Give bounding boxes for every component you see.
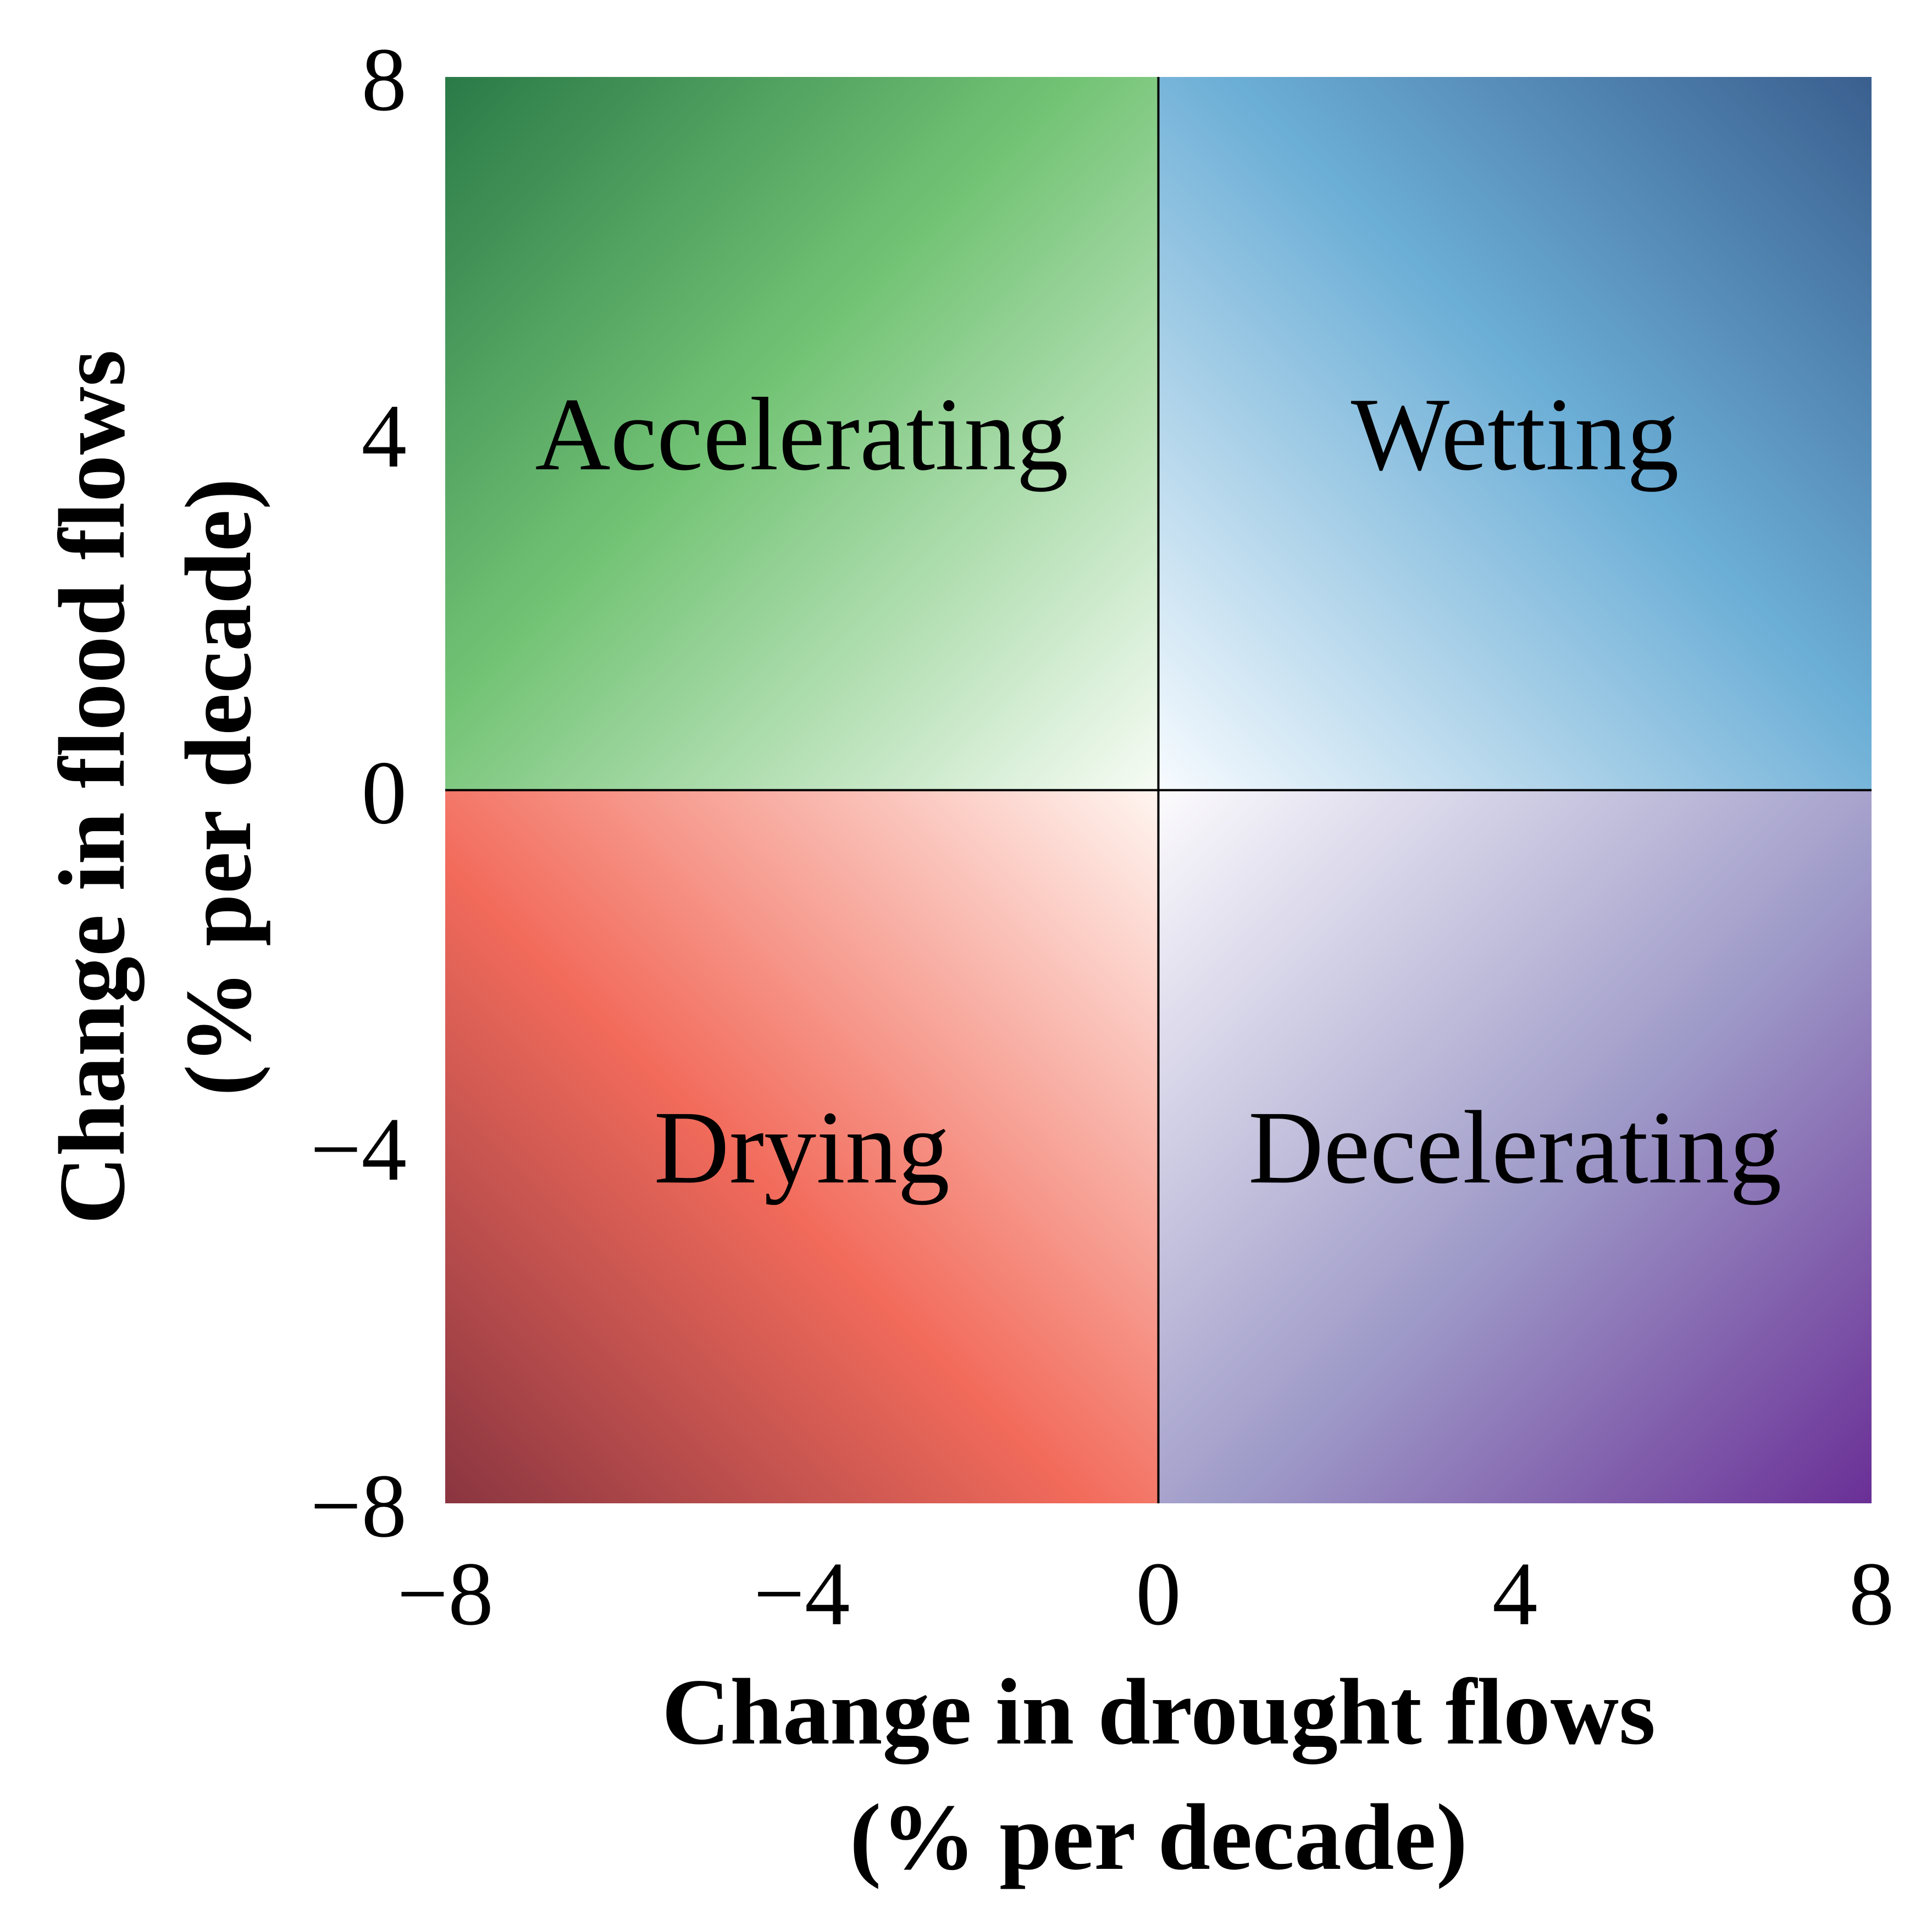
quadrant-label-drying: Drying [654,1090,950,1205]
y-axis-label-line-2: (% per decade) [167,478,271,1096]
x-axis-label-line-1: Change in drought flows [662,1660,1656,1764]
quadrant-fill-decelerating [1158,790,1872,1503]
quadrant-labels: Accelerating Wetting Drying Decelerating [535,377,1781,1206]
y-tick-labels: −8 −4 0 4 8 [310,29,407,1556]
quadrant-label-wetting: Wetting [1351,377,1679,492]
y-axis-label-line-1-group: Change in flood flows [40,350,145,1224]
y-tick-label: 4 [362,386,407,486]
y-tick-label: 8 [362,29,407,130]
x-tick-label: −4 [754,1543,850,1644]
reference-lines [445,77,1872,1503]
y-tick-label: −8 [310,1455,407,1556]
y-tick-label: −4 [310,1099,407,1199]
y-axis-label-line-1: Change in flood flows [40,350,145,1224]
y-axis-label-line-2-group: (% per decade) [167,478,271,1096]
x-tick-label: 8 [1849,1543,1895,1644]
quadrant-fill-accelerating [445,77,1159,790]
x-tick-labels: −8 −4 0 4 8 [397,1543,1894,1644]
x-tick-label: 0 [1136,1543,1181,1644]
quadrant-label-accelerating: Accelerating [535,377,1069,492]
quadrant-fills [445,77,1872,1503]
quadrant-fill-drying [445,790,1159,1503]
x-tick-label: −8 [397,1543,494,1644]
quadrant-label-decelerating: Decelerating [1248,1090,1782,1205]
quadrant-fill-wetting [1158,77,1872,790]
x-tick-label: 4 [1492,1543,1538,1644]
x-axis-label-line-2: (% per decade) [850,1785,1468,1890]
y-tick-label: 0 [362,743,407,843]
